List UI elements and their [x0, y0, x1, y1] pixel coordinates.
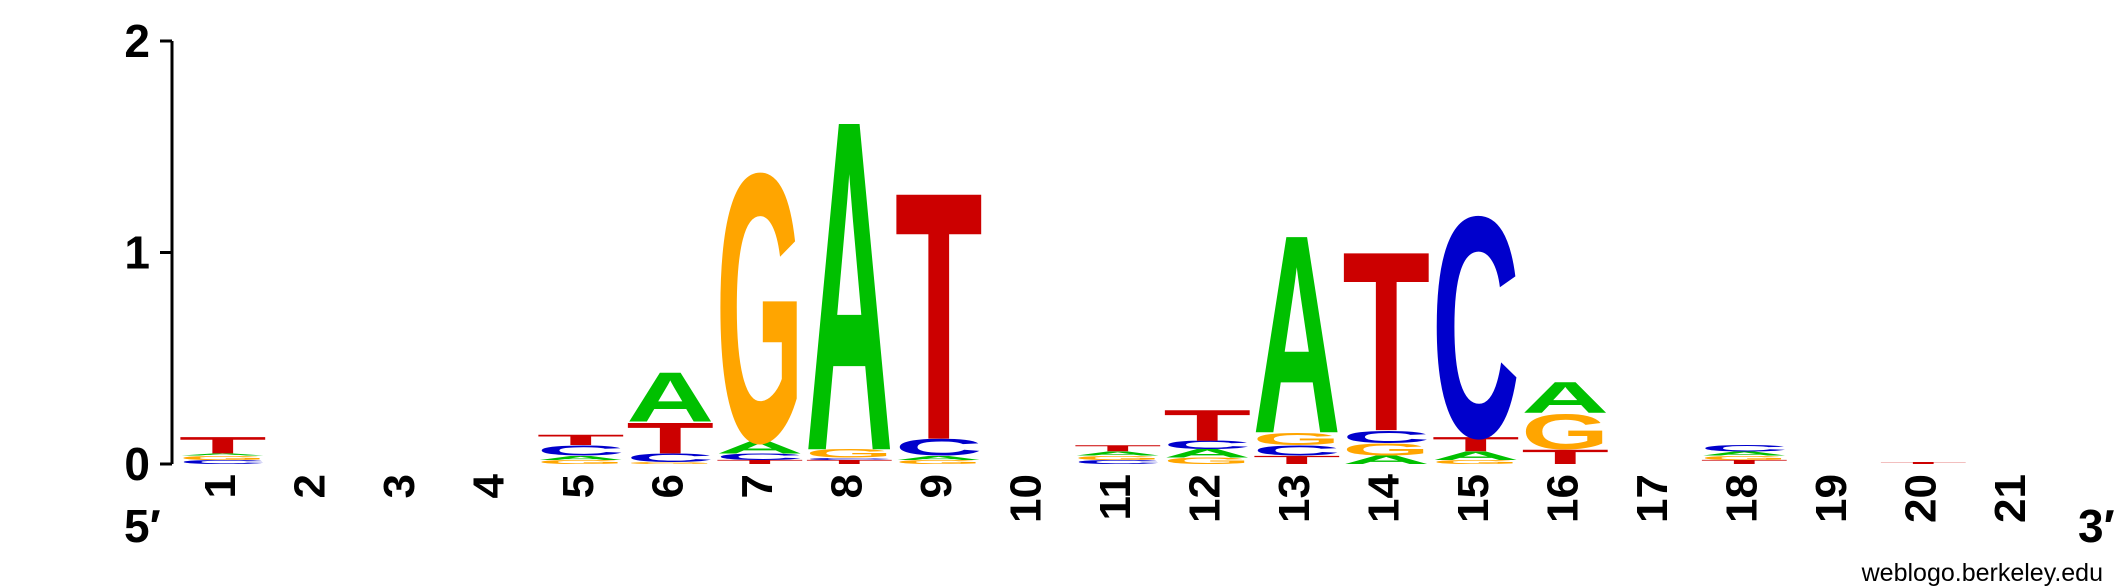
logo-letter-t: T — [1253, 453, 1341, 466]
logo-letter-t: T — [1879, 461, 1967, 464]
logo-letter-a: A — [716, 438, 804, 458]
logo-letter-a: A — [179, 453, 267, 456]
y-axis-ticks: 0 1 2 — [124, 15, 172, 490]
x-tick-label: 3 — [375, 474, 424, 498]
logo-letter-c: C — [805, 457, 893, 460]
logo-letter-g: G — [1163, 456, 1251, 466]
x-tick-label: 5 — [554, 474, 603, 498]
logo-letter-g: G — [716, 93, 804, 522]
logo-letter-g: G — [1521, 404, 1609, 460]
logo-letter-t: T — [895, 119, 983, 515]
three-prime-label: 3′ — [2078, 500, 2115, 552]
x-tick-label: 15 — [1449, 474, 1498, 523]
logo-letter-c: C — [716, 452, 804, 462]
logo-letter-a: A — [626, 358, 714, 437]
x-tick-label: 17 — [1628, 474, 1677, 523]
logo-letter-g: G — [1700, 454, 1788, 461]
x-tick-label: 1 — [196, 474, 245, 498]
logo-letter-a: A — [1342, 453, 1430, 466]
logo-letter-t: T — [716, 459, 804, 466]
x-tick-label: 9 — [912, 474, 961, 498]
logo-letter-t: T — [1700, 459, 1788, 466]
logo-letter-g: G — [537, 459, 625, 466]
logo-letter-t: T — [1521, 445, 1609, 468]
logo-letter-a: A — [895, 454, 983, 461]
logo-letter-g: G — [1432, 459, 1520, 466]
x-tick-label: 19 — [1807, 474, 1856, 523]
logo-letter-t: T — [1074, 443, 1162, 453]
logo-letter-g: G — [1342, 440, 1430, 460]
x-tick-label: 20 — [1896, 474, 1945, 523]
logo-letter-c: C — [1342, 427, 1430, 447]
logo-letter-t: T — [179, 432, 267, 458]
x-tick-label: 10 — [1001, 474, 1050, 523]
x-tick-label: 16 — [1538, 474, 1587, 523]
x-tick-label: 7 — [733, 474, 782, 498]
x-tick-label: 11 — [1091, 474, 1140, 521]
logo-letter-a: A — [1521, 374, 1609, 423]
x-tick-label: 14 — [1359, 473, 1408, 522]
logo-letter-t: T — [1432, 433, 1520, 456]
logo-letter-g: G — [1253, 429, 1341, 449]
logo-letter-c: C — [1432, 150, 1520, 504]
logo-letter-c: C — [1700, 443, 1788, 453]
x-tick-label: 21 — [1986, 474, 2035, 523]
five-prime-label: 5′ — [124, 500, 161, 552]
y-tick-label: 0 — [124, 438, 150, 490]
logo-letter-g: G — [626, 461, 714, 464]
logo-letter-c: C — [179, 459, 267, 466]
credit-text: weblogo.berkeley.edu — [1861, 559, 2103, 587]
y-tick-label: 2 — [124, 15, 150, 67]
logo-letter-c: C — [1253, 442, 1341, 459]
logo-letter-g: G — [805, 447, 893, 460]
logo-letter-t: T — [805, 459, 893, 466]
logo-letter-a: A — [537, 454, 625, 461]
logo-letter-g: G — [1074, 454, 1162, 461]
x-tick-label: 2 — [285, 474, 334, 498]
x-tick-label: 6 — [643, 474, 692, 498]
logo-letter-g: G — [179, 454, 267, 461]
logo-letter-c: C — [626, 451, 714, 464]
logo-letter-a: A — [805, 23, 893, 550]
y-tick-label: 1 — [124, 227, 150, 279]
logo-letter-t: T — [1163, 401, 1251, 450]
logo-letter-g: G — [895, 459, 983, 466]
logo-letter-a: A — [1432, 449, 1520, 462]
logo-letter-c: C — [1163, 439, 1251, 452]
logo-letter-t: T — [626, 414, 714, 463]
logo-letter-a: A — [1700, 450, 1788, 457]
logo-letter-a: A — [1163, 447, 1251, 460]
logo-letter-c: C — [1074, 459, 1162, 466]
x-tick-label: 12 — [1180, 474, 1229, 523]
x-tick-label: 18 — [1717, 474, 1766, 523]
logo-letter-t: T — [537, 432, 625, 449]
logo-letter-t: T — [1342, 198, 1430, 485]
x-tick-label: 13 — [1270, 474, 1319, 523]
x-tick-label: 8 — [822, 474, 871, 498]
logo-letter-a: A — [1253, 176, 1341, 493]
x-axis-labels: 1 2 3 4 5 6 7 8 9 10 11 12 13 14 15 16 17 18 19 20 21 — [196, 473, 2035, 522]
logo-letter-a: A — [1074, 450, 1162, 457]
x-tick-label: 4 — [464, 473, 513, 498]
logo-letter-c: C — [537, 442, 625, 459]
logo-letter-c: C — [895, 434, 983, 460]
